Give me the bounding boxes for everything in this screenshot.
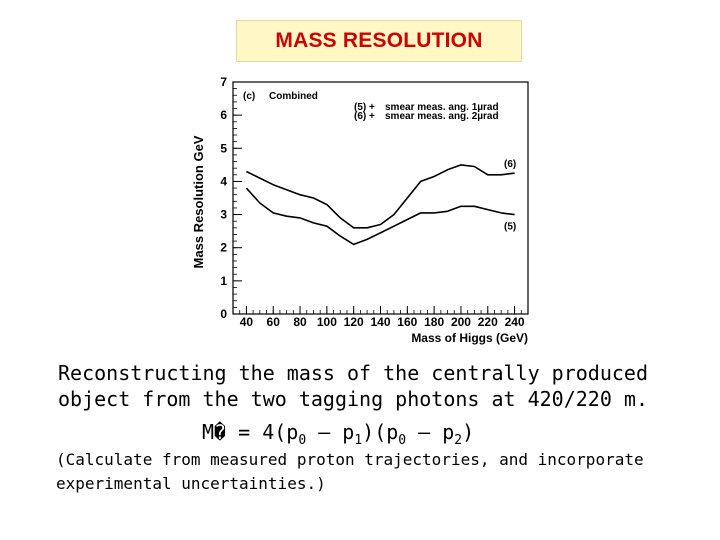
x-tick-label: 120 [344,315,364,329]
x-tick-label: 40 [240,315,254,329]
x-tick-label: 240 [505,315,525,329]
note: (Calculate from measured proton trajecto… [56,448,716,496]
x-axis-label: Mass of Higgs (GeV) [411,331,528,345]
description-line-2: object from the two tagging photons at 4… [58,387,649,411]
formula-mid-3: – p [406,420,455,444]
legend-text: smear meas. ang. 1µrad [385,102,499,113]
x-tick-label: 200 [451,315,471,329]
formula-end: ) [462,420,475,444]
formula-mid-1: – p [306,420,355,444]
legend-key: (6) + [354,111,375,122]
formula-sub-2: 1 [354,433,363,448]
y-tick-label: 4 [220,174,227,188]
series-line-1 [245,187,515,246]
y-tick-label: 3 [220,208,227,222]
legend-text: smear meas. ang. 2µrad [385,111,499,122]
description-line-1: Reconstructing the mass of the centrally… [58,361,649,385]
series-label: (6) [504,159,516,170]
x-tick-label: 160 [397,315,417,329]
note-line-2: experimental uncertainties.) [56,474,326,493]
y-tick-label: 6 [220,108,227,122]
x-tick-label: 180 [424,315,444,329]
x-tick-label: 100 [317,315,337,329]
x-tick-label: 60 [267,315,281,329]
formula-mid-2: )(p [362,420,399,444]
y-tick-label: 0 [220,307,227,321]
description: Reconstructing the mass of the centrally… [58,360,708,412]
y-tick-label: 1 [220,274,227,288]
x-tick-label: 220 [478,315,498,329]
x-tick-label: 140 [370,315,390,329]
y-tick-label: 7 [220,75,227,89]
x-tick-label: 80 [293,315,307,329]
series-label: (5) [504,222,516,233]
y-axis-label: Mass Resolution GeV [191,135,206,268]
mass-formula: M� = 4(p0 – p1)(p0 – p2) [202,420,474,448]
formula-sub-4: 2 [454,433,463,448]
formula-lhs: M� = 4(p [202,420,299,444]
y-tick-label: 2 [220,241,227,255]
note-line-1: (Calculate from measured proton trajecto… [56,450,644,469]
panel-title: Combined [269,91,318,102]
title-box: MASS RESOLUTION [236,20,522,62]
legend-key: (5) + [354,102,375,113]
resolution-chart: 0 1 2 3 4 5 6 7 40 60 80 100 120 140 160 180 200 220 240 Ma… [191,75,529,345]
slide-title: MASS RESOLUTION [275,29,483,52]
panel-label: (c) [243,91,255,102]
formula-sub-3: 0 [398,433,407,448]
y-tick-label: 5 [220,141,227,155]
formula-sub-1: 0 [298,433,307,448]
series-line-0 [246,164,515,229]
